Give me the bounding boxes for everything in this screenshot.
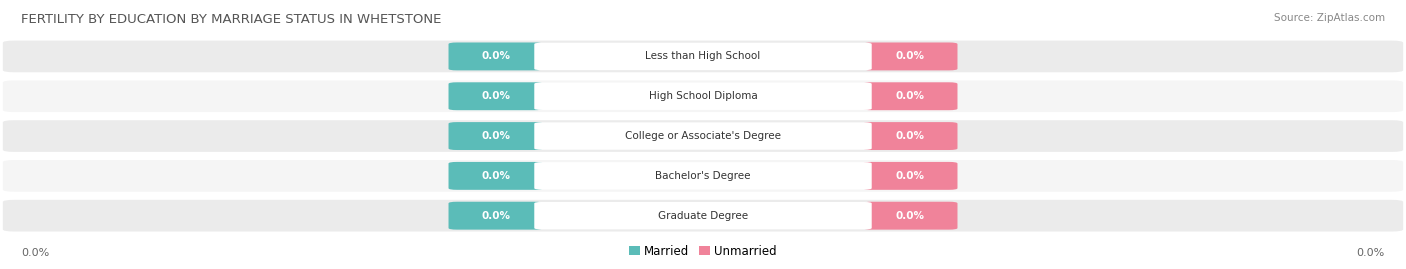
FancyBboxPatch shape bbox=[449, 122, 543, 150]
FancyBboxPatch shape bbox=[3, 80, 1403, 112]
FancyBboxPatch shape bbox=[534, 162, 872, 190]
Text: Bachelor's Degree: Bachelor's Degree bbox=[655, 171, 751, 181]
FancyBboxPatch shape bbox=[3, 160, 1403, 192]
FancyBboxPatch shape bbox=[863, 162, 957, 190]
Text: 0.0%: 0.0% bbox=[481, 131, 510, 141]
Text: 0.0%: 0.0% bbox=[21, 248, 49, 258]
FancyBboxPatch shape bbox=[449, 202, 543, 230]
Text: 0.0%: 0.0% bbox=[896, 91, 925, 101]
FancyBboxPatch shape bbox=[534, 202, 872, 229]
FancyBboxPatch shape bbox=[534, 83, 872, 110]
Text: 0.0%: 0.0% bbox=[896, 131, 925, 141]
FancyBboxPatch shape bbox=[534, 43, 872, 70]
Text: 0.0%: 0.0% bbox=[481, 211, 510, 221]
Legend: Married, Unmarried: Married, Unmarried bbox=[628, 245, 778, 258]
FancyBboxPatch shape bbox=[3, 120, 1403, 152]
FancyBboxPatch shape bbox=[863, 122, 957, 150]
FancyBboxPatch shape bbox=[449, 82, 543, 110]
FancyBboxPatch shape bbox=[863, 202, 957, 230]
FancyBboxPatch shape bbox=[534, 122, 872, 150]
Text: 0.0%: 0.0% bbox=[896, 51, 925, 61]
Text: Source: ZipAtlas.com: Source: ZipAtlas.com bbox=[1274, 13, 1385, 23]
Text: 0.0%: 0.0% bbox=[481, 51, 510, 61]
FancyBboxPatch shape bbox=[863, 43, 957, 70]
Text: High School Diploma: High School Diploma bbox=[648, 91, 758, 101]
Text: 0.0%: 0.0% bbox=[896, 171, 925, 181]
Text: 0.0%: 0.0% bbox=[896, 211, 925, 221]
FancyBboxPatch shape bbox=[449, 43, 543, 70]
Text: College or Associate's Degree: College or Associate's Degree bbox=[626, 131, 780, 141]
FancyBboxPatch shape bbox=[449, 162, 543, 190]
Text: Graduate Degree: Graduate Degree bbox=[658, 211, 748, 221]
Text: 0.0%: 0.0% bbox=[481, 171, 510, 181]
Text: FERTILITY BY EDUCATION BY MARRIAGE STATUS IN WHETSTONE: FERTILITY BY EDUCATION BY MARRIAGE STATU… bbox=[21, 13, 441, 26]
FancyBboxPatch shape bbox=[863, 82, 957, 110]
FancyBboxPatch shape bbox=[3, 41, 1403, 72]
Text: 0.0%: 0.0% bbox=[481, 91, 510, 101]
FancyBboxPatch shape bbox=[3, 200, 1403, 232]
Text: 0.0%: 0.0% bbox=[1357, 248, 1385, 258]
Text: Less than High School: Less than High School bbox=[645, 51, 761, 61]
